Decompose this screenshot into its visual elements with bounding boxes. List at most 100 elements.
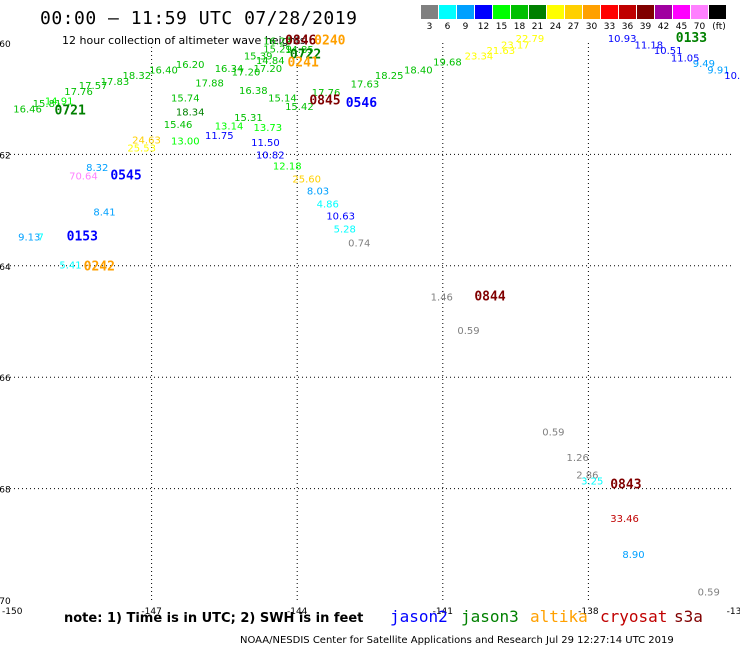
x-tick-label: -141 <box>433 607 453 617</box>
y-tick-label: -60 <box>0 40 11 50</box>
wave-height-value: 23.17 <box>501 41 530 52</box>
pass-time-label: 0546 <box>346 96 377 111</box>
wave-height-value: 8.90 <box>622 550 644 561</box>
footer-note: note: 1) Time is in UTC; 2) SWH is in fe… <box>64 611 364 626</box>
legend-label: 9 <box>462 22 469 32</box>
legend-swatch <box>457 5 475 19</box>
wave-height-value: 24.63 <box>132 135 161 146</box>
legend-label: 30 <box>585 22 598 32</box>
legend-label: 3 <box>426 22 433 32</box>
wave-height-value: 21.63 <box>486 46 515 57</box>
wave-height-value: 8.32 <box>86 163 108 174</box>
wave-height-value: 19.68 <box>433 57 462 68</box>
wave-height-value: 4.86 <box>317 199 339 210</box>
legend-label: 21 <box>531 22 544 32</box>
pass-time-label: 0240 <box>314 34 345 49</box>
legend-swatch <box>637 5 655 19</box>
legend-label: 45 <box>675 22 688 32</box>
wave-height-value: 0.59 <box>542 428 564 439</box>
wave-height-value: 17.88 <box>195 78 224 89</box>
y-tick-label: -70 <box>0 597 11 607</box>
legend-swatch <box>547 5 565 19</box>
wave-height-observations: 16.29215.2914.8515.3914.8416.3417.2017.2… <box>13 34 740 599</box>
wave-height-value: 11.75 <box>205 131 234 142</box>
wave-height-value: 8.03 <box>307 187 329 198</box>
wave-height-value: 17.20 <box>232 67 261 78</box>
legend-label: 24 <box>549 22 562 32</box>
wave-height-value: 9.49 <box>693 59 715 70</box>
wave-height-value: 13.73 <box>254 123 283 134</box>
wave-height-value: 17.57 <box>79 81 108 92</box>
x-tick-label: -138 <box>578 607 599 617</box>
wave-height-value: 18.34 <box>176 107 205 118</box>
legend-label: 18 <box>513 22 526 32</box>
legend-unit: (ft) <box>712 22 726 32</box>
legend-swatch <box>475 5 493 19</box>
wave-height-value: 15.46 <box>164 120 193 131</box>
wave-height-value: 0.59 <box>698 588 720 599</box>
wave-height-value: 33.46 <box>610 514 639 525</box>
wave-height-value: 25.53 <box>127 144 156 155</box>
wave-height-value: 18.40 <box>404 66 433 77</box>
wave-height-value: 15.14 <box>268 93 297 104</box>
page-subtitle: 12 hour collection of altimeter wave hei… <box>62 34 306 47</box>
pass-time-label: 0844 <box>474 289 505 304</box>
wave-height-value: 15.31 <box>234 113 263 124</box>
wave-height-value: 0.59 <box>457 326 479 337</box>
wave-height-value: 18.25 <box>375 71 404 82</box>
legend-swatch <box>421 5 439 19</box>
pass-time-label: 0846 <box>285 34 316 49</box>
legend-label: 6 <box>444 22 451 32</box>
wave-height-value: 10.63 <box>326 212 355 223</box>
legend-label: 27 <box>567 22 580 32</box>
satellite-name: altika <box>530 607 588 626</box>
wave-height-value: 2.86 <box>576 471 598 482</box>
pass-time-label: 0241 <box>287 55 318 70</box>
wave-height-value: 2 <box>285 37 291 48</box>
pass-time-label: 0843 <box>610 478 641 493</box>
x-tick-label: -147 <box>141 607 161 617</box>
pass-time-label: 0545 <box>110 168 141 183</box>
wave-height-value: 10.93 <box>608 34 637 45</box>
legend-label: 12 <box>477 22 490 32</box>
y-tick-label: -62 <box>0 151 11 161</box>
wave-height-value: 15.81 <box>33 99 62 110</box>
legend-swatch <box>655 5 673 19</box>
footer-credit: NOAA/NESDIS Center for Satellite Applica… <box>240 635 674 646</box>
wave-height-value: 15.29 <box>263 44 292 55</box>
wave-height-value: 15.39 <box>244 52 273 63</box>
axis-ticks: -150 -147 -144 -141 -138 -13 -60 -62 -64 -66 -68 -7… <box>0 40 740 617</box>
wave-height-value: 5.28 <box>334 224 356 235</box>
legend-label: 39 <box>639 22 652 32</box>
wave-height-value: 9.91 <box>707 66 729 77</box>
wave-height-value: 17.63 <box>351 80 380 91</box>
y-tick-label: -64 <box>0 263 11 273</box>
legend-swatch <box>565 5 583 19</box>
wave-height-value: 16.40 <box>149 66 178 77</box>
pass-time-label: 0722 <box>290 48 321 63</box>
legend-swatch <box>439 5 457 19</box>
legend-swatch <box>493 5 511 19</box>
wave-height-value: 17.76 <box>64 87 93 98</box>
wave-height-value: 14.85 <box>285 45 314 56</box>
wave-height-value: 18.32 <box>122 71 151 82</box>
wave-height-value: 8.41 <box>93 208 115 219</box>
wave-height-value: 17.76 <box>312 88 341 99</box>
legend-label: 15 <box>495 22 508 32</box>
wave-height-value: 16.38 <box>239 86 268 97</box>
wave-height-value: 16.34 <box>215 64 244 75</box>
wave-height-value: 5.41 <box>59 261 81 272</box>
legend-swatch <box>691 5 709 19</box>
pass-time-label: 0721 <box>55 103 86 118</box>
wave-height-value: 14.84 <box>256 56 285 67</box>
pass-time-label: 0845 <box>309 93 340 108</box>
wave-height-value: 13.14 <box>215 121 244 132</box>
legend-swatch <box>601 5 619 19</box>
wave-height-value: 15.74 <box>171 93 200 104</box>
page-title: 00:00 – 11:59 UTC 07/28/2019 <box>40 8 358 29</box>
x-tick-label: -150 <box>2 607 23 617</box>
satellite-name: jason2 <box>390 607 448 626</box>
wave-height-value: 3.25 <box>581 477 603 488</box>
wave-height-value: 25.60 <box>292 174 321 185</box>
